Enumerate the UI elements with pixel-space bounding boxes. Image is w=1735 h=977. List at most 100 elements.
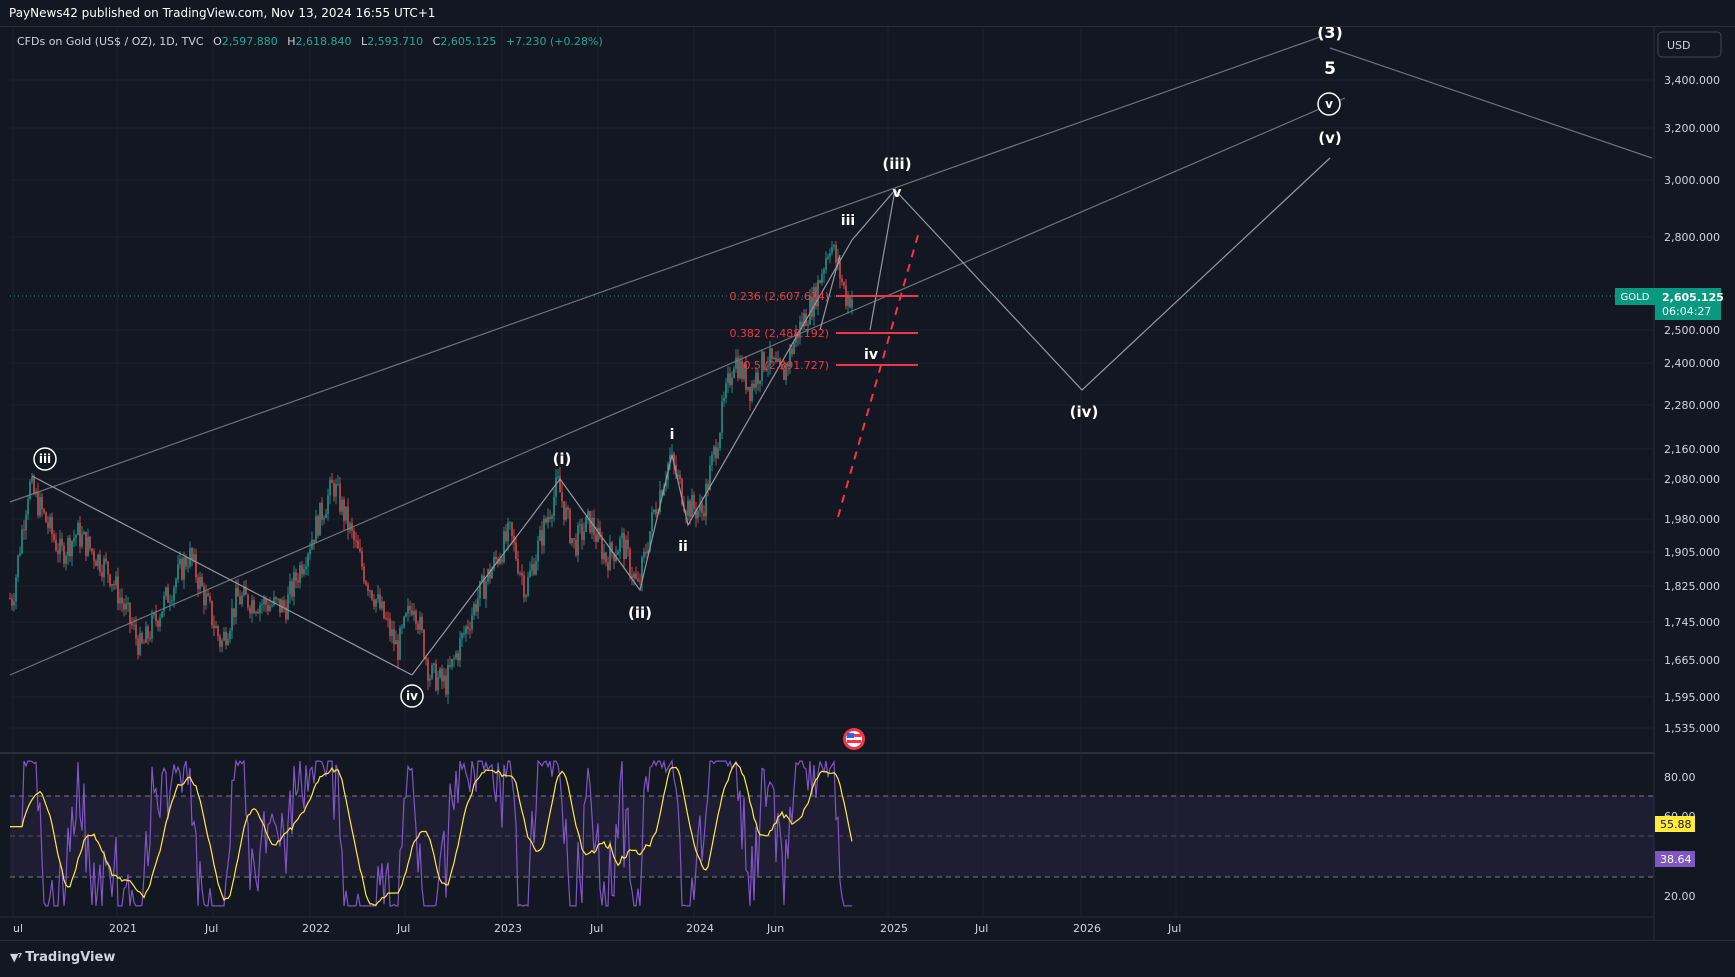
candle	[297, 573, 299, 589]
candle	[221, 638, 223, 653]
candle	[43, 507, 45, 515]
candle	[381, 596, 383, 611]
candle	[143, 639, 145, 644]
candle	[453, 655, 455, 668]
candlestick-series[interactable]	[9, 240, 853, 704]
time-tick-label: 2023	[494, 922, 522, 935]
candle	[473, 601, 475, 620]
candle	[75, 533, 77, 546]
candle	[145, 621, 147, 643]
candle	[547, 508, 549, 529]
candle	[789, 343, 791, 374]
candle	[725, 377, 727, 404]
candle	[199, 571, 201, 595]
candle	[751, 380, 753, 404]
symbol-legend[interactable]: CFDs on Gold (US$ / OZ), 1D, TVC O2,597.…	[17, 35, 603, 48]
economic-event-flag-icon[interactable]	[843, 728, 865, 750]
candle	[169, 594, 171, 612]
candle	[733, 365, 735, 379]
channel-lower-line	[9, 97, 1346, 676]
candle	[529, 561, 531, 578]
candle	[581, 518, 583, 550]
candle	[761, 350, 763, 387]
candle	[487, 568, 489, 585]
candle	[367, 581, 369, 596]
candle	[635, 566, 637, 580]
candle	[337, 474, 339, 487]
candle	[403, 615, 405, 629]
candle	[163, 591, 165, 617]
candle	[27, 494, 29, 520]
candle	[543, 514, 545, 554]
projection-dashed-line[interactable]	[837, 234, 919, 518]
price-tick-label: 2,280.000	[1664, 399, 1720, 412]
wave-line-iii-iv	[31, 475, 413, 676]
candle	[259, 601, 261, 622]
candle	[621, 527, 623, 548]
candle	[829, 248, 831, 264]
candle	[219, 634, 221, 652]
price-tick-label: 3,200.000	[1664, 122, 1720, 135]
price-axis[interactable]: 3,400.000 3,200.000 3,000.000 2,800.000 2,50…	[1664, 74, 1720, 735]
candle	[781, 364, 783, 370]
fib-label-0236: 0.236 (2,607.674)	[729, 290, 829, 303]
candle	[489, 563, 491, 584]
candle	[371, 589, 373, 602]
price-tick-label: 3,400.000	[1664, 74, 1720, 87]
candle	[21, 524, 23, 555]
candle	[139, 626, 141, 657]
wave-label-i: i	[670, 427, 675, 443]
candle	[251, 594, 253, 623]
candle	[355, 532, 357, 549]
wave-label-i-paren: (i)	[553, 450, 572, 468]
candle	[431, 662, 433, 680]
rsi-indicator[interactable]	[10, 758, 853, 907]
candle	[831, 240, 833, 256]
rsi-line	[10, 758, 852, 907]
fibonacci-retracement[interactable]: 0.236 (2,607.674) 0.382 (2,488.192) 0.5 …	[729, 290, 918, 372]
candle	[441, 664, 443, 690]
price-tick-label: 3,000.000	[1664, 174, 1720, 187]
candle	[411, 602, 413, 617]
tradingview-logo[interactable]: ▼⁷ TradingView	[10, 950, 115, 965]
candle	[207, 589, 209, 597]
candle	[721, 394, 723, 439]
candle	[507, 517, 509, 551]
currency-button[interactable]: USD	[1657, 31, 1722, 58]
candle	[341, 496, 343, 516]
wave-labels[interactable]: iii iv (i) (ii) i ii iii iv v (iii) (iv)…	[33, 23, 1343, 708]
candle	[13, 592, 15, 612]
candle	[343, 496, 345, 530]
time-tick-label: 2021	[109, 922, 137, 935]
wave-label-ii: ii	[678, 539, 688, 555]
candle	[311, 531, 313, 551]
candle	[595, 526, 597, 550]
candle	[243, 581, 245, 597]
candle	[283, 595, 285, 613]
wave-label-iii-paren: (iii)	[882, 155, 911, 173]
candle	[103, 555, 105, 587]
candle	[301, 560, 303, 578]
candle	[241, 591, 243, 608]
channel-lines[interactable]	[9, 36, 1653, 676]
candle	[439, 667, 441, 679]
candle	[379, 588, 381, 610]
candle	[539, 525, 541, 542]
candle	[167, 583, 169, 604]
candle	[561, 483, 563, 508]
candle	[245, 579, 247, 595]
candle	[309, 542, 311, 561]
elliott-wave-lines[interactable]	[31, 157, 1331, 676]
candle	[653, 508, 655, 515]
candle	[637, 571, 639, 583]
candle	[395, 630, 397, 645]
candle	[669, 447, 671, 471]
candle	[389, 612, 391, 642]
time-tick-label: ul	[13, 922, 23, 935]
candle	[235, 579, 237, 625]
publish-header: PayNews42 published on TradingView.com, …	[0, 0, 1735, 27]
candle	[731, 371, 733, 394]
time-axis[interactable]: ul 2021 Jul 2022 Jul 2023 Jul 2024 Jun 2025 Jul 202…	[13, 922, 1181, 935]
ohlc-l-value: 2,593.710	[367, 35, 423, 48]
